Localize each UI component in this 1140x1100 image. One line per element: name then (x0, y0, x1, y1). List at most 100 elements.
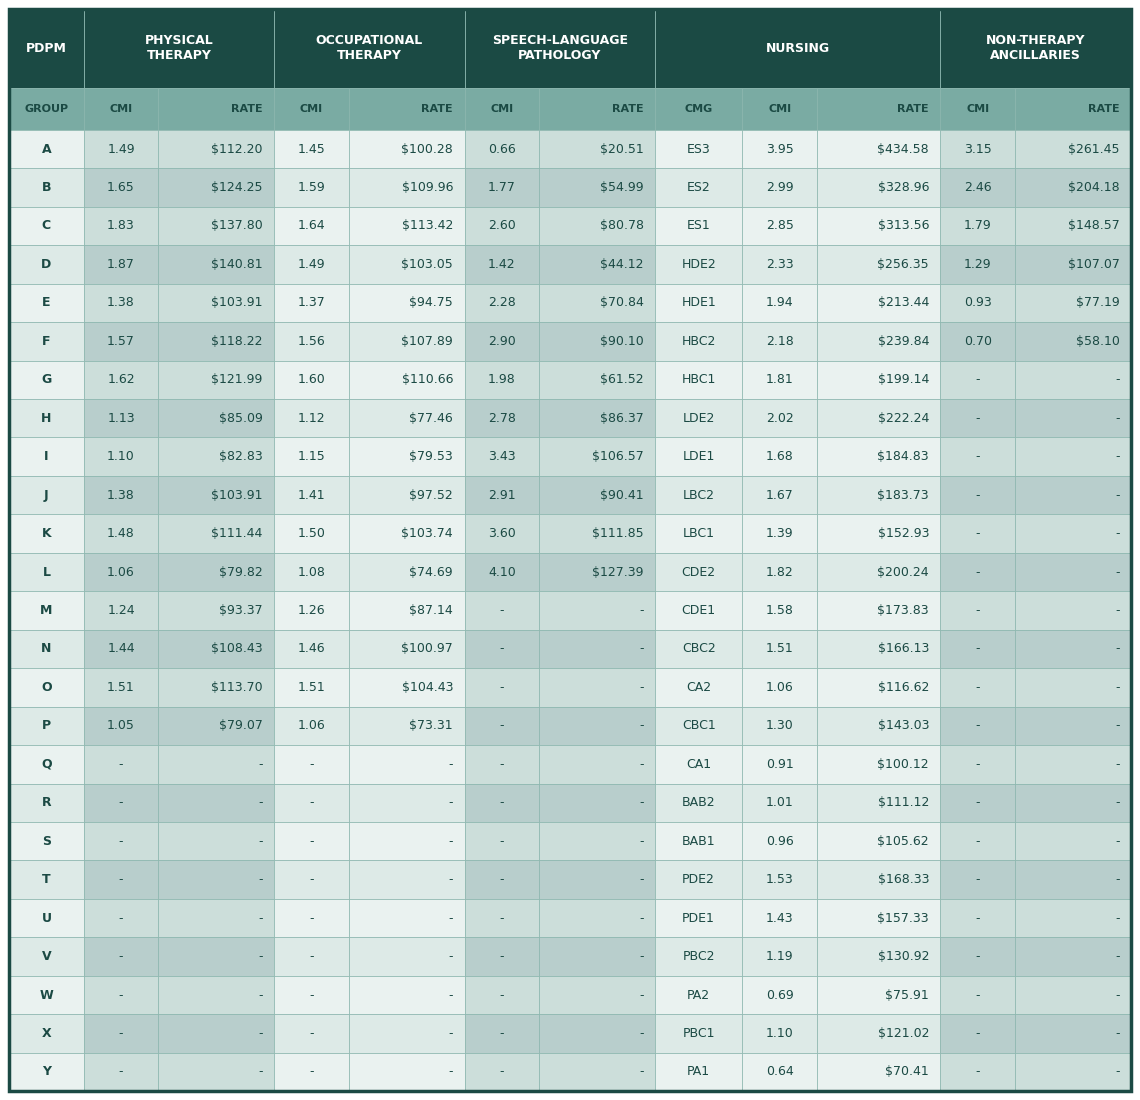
Text: $124.25: $124.25 (211, 182, 262, 194)
Text: $75.91: $75.91 (886, 989, 929, 1002)
Text: N: N (41, 642, 51, 656)
Text: 3.15: 3.15 (964, 143, 992, 155)
Text: -: - (259, 1066, 262, 1078)
Text: PA1: PA1 (687, 1066, 710, 1078)
FancyBboxPatch shape (83, 592, 158, 629)
FancyBboxPatch shape (464, 976, 539, 1014)
Text: 1.64: 1.64 (298, 219, 325, 232)
Text: $168.33: $168.33 (878, 873, 929, 887)
Text: -: - (499, 1027, 504, 1040)
Text: -: - (309, 796, 314, 810)
Text: -: - (976, 681, 980, 694)
FancyBboxPatch shape (9, 860, 83, 899)
FancyBboxPatch shape (9, 592, 83, 629)
FancyBboxPatch shape (349, 1053, 464, 1091)
FancyBboxPatch shape (83, 553, 158, 592)
Text: $143.03: $143.03 (878, 719, 929, 733)
FancyBboxPatch shape (83, 899, 158, 937)
FancyBboxPatch shape (817, 322, 940, 361)
Text: -: - (1115, 565, 1119, 579)
FancyBboxPatch shape (158, 976, 274, 1014)
FancyBboxPatch shape (464, 1014, 539, 1053)
Text: PDE1: PDE1 (682, 912, 715, 925)
Text: 1.10: 1.10 (107, 450, 135, 463)
Text: $256.35: $256.35 (878, 257, 929, 271)
Text: -: - (309, 950, 314, 964)
FancyBboxPatch shape (654, 976, 742, 1014)
Text: -: - (259, 758, 262, 771)
Text: -: - (640, 681, 643, 694)
FancyBboxPatch shape (539, 553, 654, 592)
FancyBboxPatch shape (817, 1014, 940, 1053)
FancyBboxPatch shape (817, 976, 940, 1014)
FancyBboxPatch shape (1015, 322, 1131, 361)
FancyBboxPatch shape (654, 88, 742, 130)
Text: $90.41: $90.41 (600, 488, 643, 502)
FancyBboxPatch shape (654, 937, 742, 976)
FancyBboxPatch shape (817, 438, 940, 476)
Text: B: B (42, 182, 51, 194)
FancyBboxPatch shape (1015, 783, 1131, 822)
FancyBboxPatch shape (158, 860, 274, 899)
FancyBboxPatch shape (83, 937, 158, 976)
FancyBboxPatch shape (1015, 88, 1131, 130)
FancyBboxPatch shape (9, 207, 83, 245)
Text: $130.92: $130.92 (878, 950, 929, 964)
Text: PDPM: PDPM (26, 42, 67, 55)
Text: 1.98: 1.98 (488, 373, 515, 386)
Text: -: - (640, 873, 643, 887)
Text: $61.52: $61.52 (600, 373, 643, 386)
FancyBboxPatch shape (742, 629, 817, 668)
Text: 2.46: 2.46 (964, 182, 992, 194)
Text: -: - (1115, 1066, 1119, 1078)
FancyBboxPatch shape (654, 245, 742, 284)
FancyBboxPatch shape (940, 207, 1015, 245)
Text: HBC1: HBC1 (682, 373, 716, 386)
FancyBboxPatch shape (9, 322, 83, 361)
FancyBboxPatch shape (817, 822, 940, 860)
Text: -: - (309, 1066, 314, 1078)
Text: -: - (1115, 1027, 1119, 1040)
FancyBboxPatch shape (654, 438, 742, 476)
Text: 2.90: 2.90 (488, 334, 515, 348)
FancyBboxPatch shape (349, 130, 464, 168)
Text: -: - (119, 873, 123, 887)
FancyBboxPatch shape (539, 438, 654, 476)
Text: $328.96: $328.96 (878, 182, 929, 194)
Text: O: O (41, 681, 51, 694)
FancyBboxPatch shape (464, 745, 539, 783)
Text: $107.89: $107.89 (401, 334, 453, 348)
FancyBboxPatch shape (539, 361, 654, 399)
FancyBboxPatch shape (83, 976, 158, 1014)
Text: U: U (41, 912, 51, 925)
FancyBboxPatch shape (539, 130, 654, 168)
Text: 1.26: 1.26 (298, 604, 325, 617)
Text: 2.18: 2.18 (766, 334, 793, 348)
Text: E: E (42, 296, 50, 309)
FancyBboxPatch shape (817, 284, 940, 322)
Text: I: I (44, 450, 49, 463)
FancyBboxPatch shape (1015, 245, 1131, 284)
FancyBboxPatch shape (742, 361, 817, 399)
FancyBboxPatch shape (1015, 553, 1131, 592)
Text: 1.06: 1.06 (298, 719, 325, 733)
Text: $79.82: $79.82 (219, 565, 262, 579)
Text: -: - (309, 873, 314, 887)
FancyBboxPatch shape (274, 130, 349, 168)
FancyBboxPatch shape (539, 476, 654, 515)
Text: Q: Q (41, 758, 51, 771)
Text: $199.14: $199.14 (878, 373, 929, 386)
FancyBboxPatch shape (464, 553, 539, 592)
Text: 0.96: 0.96 (766, 835, 793, 848)
FancyBboxPatch shape (940, 860, 1015, 899)
FancyBboxPatch shape (940, 592, 1015, 629)
FancyBboxPatch shape (9, 476, 83, 515)
Text: -: - (1115, 873, 1119, 887)
Text: $184.83: $184.83 (878, 450, 929, 463)
Text: 1.42: 1.42 (488, 257, 515, 271)
Text: 1.57: 1.57 (107, 334, 135, 348)
FancyBboxPatch shape (349, 706, 464, 745)
Text: 1.82: 1.82 (766, 565, 793, 579)
Text: HDE2: HDE2 (682, 257, 716, 271)
FancyBboxPatch shape (274, 168, 349, 207)
